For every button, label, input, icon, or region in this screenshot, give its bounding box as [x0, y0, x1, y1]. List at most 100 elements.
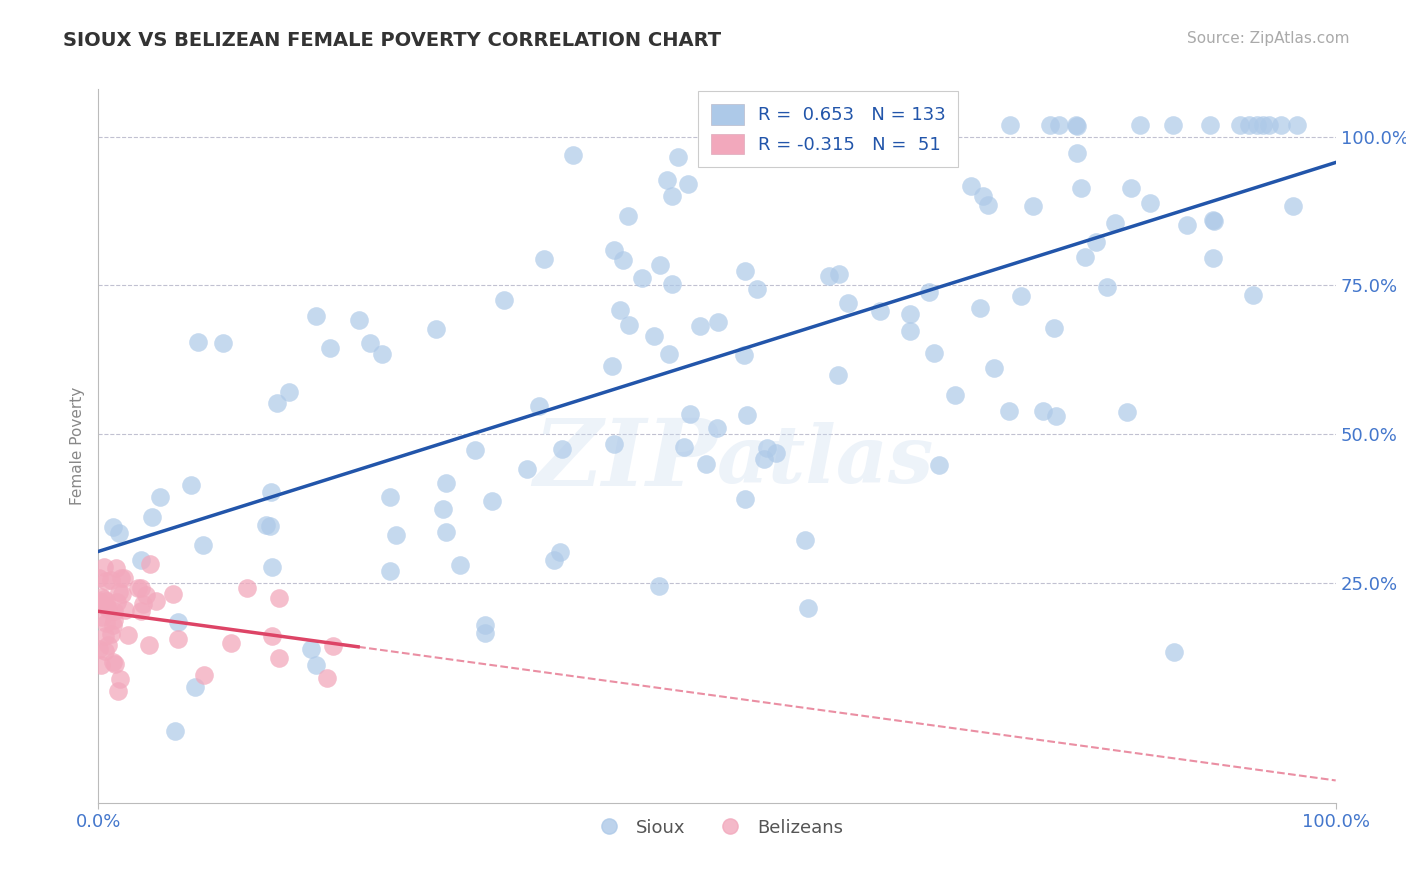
Point: [96, 594, 118, 608]
Point: [765, 446, 787, 460]
Point: [1239, 118, 1261, 132]
Point: [603, 244, 626, 258]
Point: [1085, 235, 1108, 249]
Point: [837, 295, 859, 310]
Point: [1104, 216, 1126, 230]
Point: [745, 282, 768, 296]
Point: [960, 178, 983, 193]
Point: [93, 560, 115, 574]
Point: [1128, 118, 1150, 132]
Point: [1139, 195, 1161, 210]
Point: [828, 268, 851, 282]
Point: [1070, 180, 1092, 194]
Point: [259, 518, 281, 533]
Point: [1161, 118, 1184, 132]
Point: [90, 657, 112, 672]
Point: [1241, 288, 1264, 302]
Point: [96, 615, 118, 630]
Point: [648, 258, 671, 272]
Point: [943, 388, 966, 402]
Point: [735, 408, 758, 422]
Point: [666, 150, 689, 164]
Point: [117, 627, 139, 641]
Point: [797, 601, 820, 615]
Point: [897, 118, 920, 132]
Point: [631, 271, 654, 285]
Point: [1119, 181, 1142, 195]
Point: [269, 591, 291, 605]
Point: [481, 493, 503, 508]
Point: [167, 615, 190, 630]
Point: [1202, 212, 1225, 227]
Point: [1202, 214, 1225, 228]
Point: [103, 604, 125, 618]
Point: [612, 252, 634, 267]
Point: [94, 644, 117, 658]
Point: [266, 396, 288, 410]
Point: [972, 189, 994, 203]
Point: [1000, 118, 1022, 132]
Point: [359, 335, 381, 350]
Point: [278, 384, 301, 399]
Point: [193, 538, 215, 552]
Point: [101, 520, 124, 534]
Point: [474, 626, 496, 640]
Point: [1066, 119, 1088, 133]
Point: [380, 491, 402, 505]
Point: [141, 510, 163, 524]
Point: [1251, 118, 1274, 132]
Point: [689, 318, 711, 333]
Point: [187, 334, 209, 349]
Point: [464, 442, 486, 457]
Point: [107, 683, 129, 698]
Point: [752, 452, 775, 467]
Point: [97, 602, 120, 616]
Point: [111, 587, 134, 601]
Point: [911, 118, 934, 132]
Point: [262, 629, 284, 643]
Point: [494, 293, 516, 308]
Point: [96, 599, 118, 613]
Point: [648, 579, 671, 593]
Point: [1095, 279, 1118, 293]
Text: ZIP: ZIP: [533, 416, 717, 505]
Point: [561, 148, 583, 162]
Point: [1246, 118, 1268, 132]
Point: [108, 584, 131, 599]
Point: [162, 587, 184, 601]
Point: [474, 617, 496, 632]
Point: [827, 368, 849, 382]
Point: [425, 322, 447, 336]
Point: [1066, 146, 1088, 161]
Point: [135, 588, 157, 602]
Point: [262, 560, 284, 574]
Point: [305, 310, 328, 324]
Point: [449, 558, 471, 572]
Point: [114, 602, 136, 616]
Point: [378, 564, 401, 578]
Point: [305, 657, 328, 672]
Point: [93, 629, 115, 643]
Point: [211, 335, 233, 350]
Legend: Sioux, Belizeans: Sioux, Belizeans: [583, 812, 851, 844]
Point: [139, 558, 162, 572]
Point: [794, 533, 817, 548]
Y-axis label: Female Poverty: Female Poverty: [69, 387, 84, 505]
Point: [318, 342, 340, 356]
Point: [969, 301, 991, 316]
Point: [706, 420, 728, 434]
Point: [90, 590, 112, 604]
Point: [983, 361, 1005, 376]
Point: [103, 613, 125, 627]
Point: [260, 484, 283, 499]
Point: [87, 642, 110, 657]
Point: [898, 324, 921, 338]
Point: [1198, 118, 1220, 132]
Point: [193, 668, 215, 682]
Point: [600, 359, 623, 374]
Point: [676, 178, 699, 192]
Point: [127, 581, 149, 595]
Point: [108, 672, 131, 686]
Point: [219, 636, 242, 650]
Point: [101, 655, 124, 669]
